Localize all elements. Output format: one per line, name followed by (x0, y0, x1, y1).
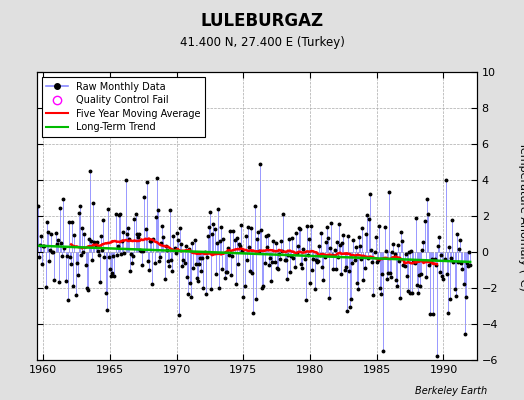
Legend: Raw Monthly Data, Quality Control Fail, Five Year Moving Average, Long-Term Tren: Raw Monthly Data, Quality Control Fail, … (41, 77, 205, 137)
Text: 41.400 N, 27.400 E (Turkey): 41.400 N, 27.400 E (Turkey) (180, 36, 344, 49)
Y-axis label: Temperature Anomaly (°C): Temperature Anomaly (°C) (518, 142, 524, 290)
Text: LULEBURGAZ: LULEBURGAZ (201, 12, 323, 30)
Text: Berkeley Earth: Berkeley Earth (415, 386, 487, 396)
